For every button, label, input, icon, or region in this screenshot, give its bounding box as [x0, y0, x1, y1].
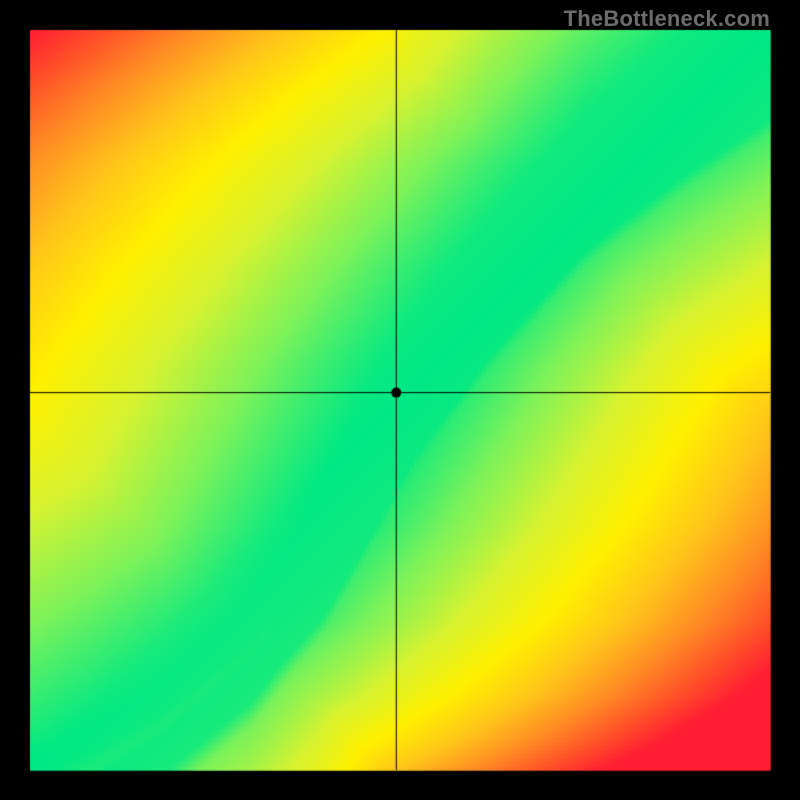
- chart-container: TheBottleneck.com: [0, 0, 800, 800]
- watermark-text: TheBottleneck.com: [564, 6, 770, 32]
- bottleneck-heatmap: [0, 0, 800, 800]
